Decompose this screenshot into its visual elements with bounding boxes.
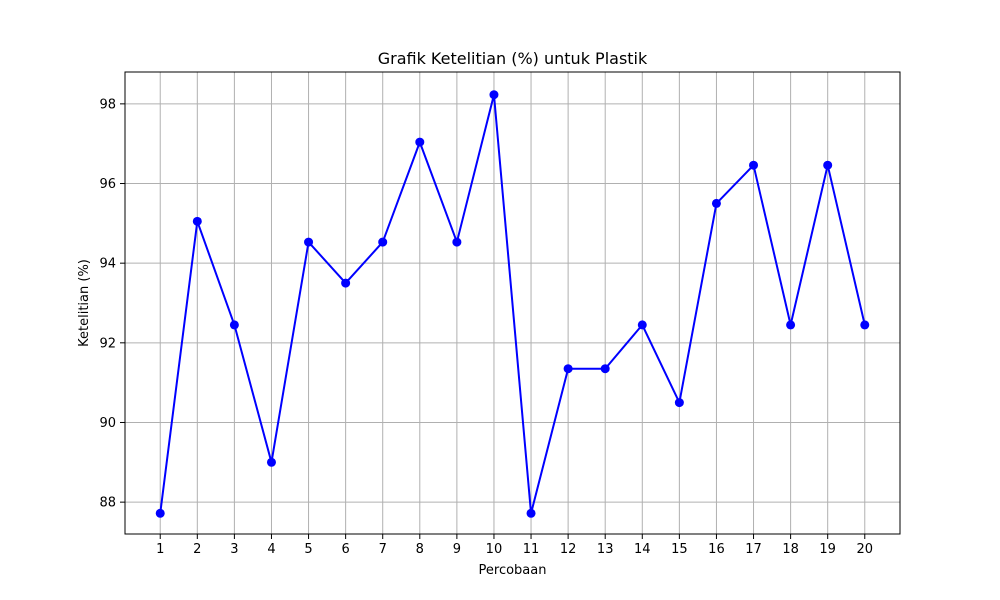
series-line — [159, 93, 866, 515]
data-point — [192, 216, 202, 226]
data-point — [378, 237, 388, 247]
data-point — [304, 237, 314, 247]
x-axis-ticks: 1 2 3 4 5 6 7 8 9 10 11 12 13 14 15 16 17 18 19 20 — [156, 534, 873, 557]
data-point — [266, 457, 276, 467]
x-tick-label: 5 — [304, 542, 312, 557]
y-tick-label: 96 — [99, 177, 116, 192]
x-tick-label: 17 — [745, 542, 762, 557]
y-tick-label: 90 — [99, 416, 116, 431]
chart-title: Grafik Ketelitian (%) untuk Plastik — [378, 49, 648, 68]
data-point — [229, 320, 239, 330]
x-tick-label: 3 — [230, 542, 238, 557]
data-point — [823, 160, 833, 170]
x-tick-label: 19 — [819, 542, 836, 557]
data-point — [415, 137, 425, 147]
x-tick-label: 4 — [267, 542, 275, 557]
data-point — [600, 364, 610, 374]
y-tick-label: 98 — [99, 97, 116, 112]
data-point — [155, 508, 165, 518]
y-tick-label: 88 — [99, 496, 116, 511]
axes-frame — [124, 71, 901, 535]
x-tick-label: 12 — [560, 542, 577, 557]
data-point — [526, 508, 536, 518]
data-point — [341, 278, 351, 288]
y-tick-label: 94 — [99, 257, 116, 272]
x-tick-label: 20 — [856, 542, 873, 557]
data-point — [674, 398, 684, 408]
series-layer — [155, 90, 870, 518]
x-tick-label: 13 — [597, 542, 614, 557]
data-point — [860, 320, 870, 330]
x-tick-label: 8 — [416, 542, 424, 557]
x-tick-label: 10 — [486, 542, 503, 557]
data-point — [563, 364, 573, 374]
x-tick-label: 6 — [341, 542, 349, 557]
x-tick-label: 11 — [523, 542, 540, 557]
x-tick-label: 2 — [193, 542, 201, 557]
x-tick-label: 7 — [379, 542, 387, 557]
x-tick-label: 16 — [708, 542, 725, 557]
x-tick-label: 15 — [671, 542, 688, 557]
data-point — [637, 320, 647, 330]
y-axis-label: Ketelitian (%) — [77, 259, 92, 347]
x-axis-label: Percobaan — [479, 563, 547, 578]
grid-lines — [125, 72, 900, 534]
data-point — [749, 160, 759, 170]
x-tick-label: 9 — [453, 542, 461, 557]
x-tick-label: 18 — [782, 542, 799, 557]
y-axis-ticks: 88 90 92 94 96 98 — [99, 97, 125, 511]
y-tick-label: 92 — [99, 336, 116, 351]
x-tick-label: 14 — [634, 542, 651, 557]
data-point — [711, 198, 721, 208]
data-point — [452, 237, 462, 247]
data-point — [786, 320, 796, 330]
x-tick-label: 1 — [156, 542, 164, 557]
data-point — [489, 90, 499, 100]
